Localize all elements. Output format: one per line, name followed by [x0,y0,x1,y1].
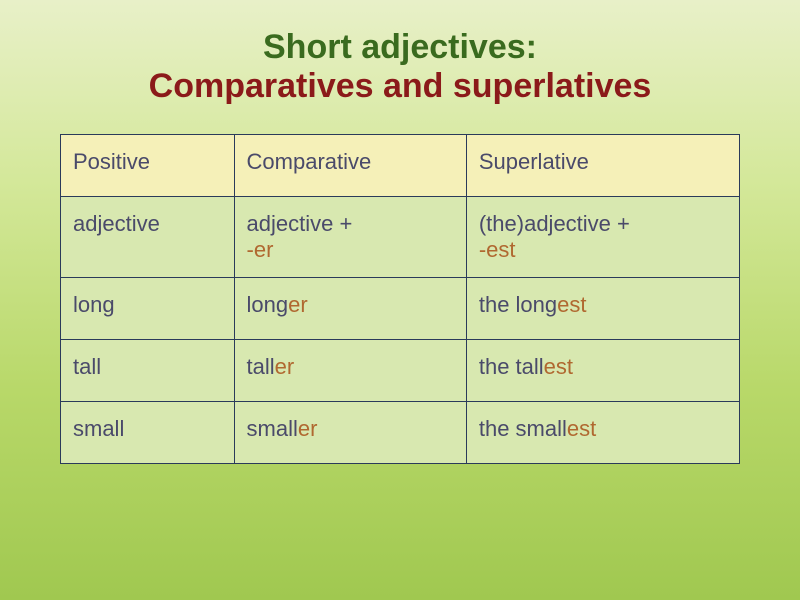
rule-positive: adjective [61,197,235,278]
table-row: long longer the longest [61,278,740,340]
col-superlative-header: Superlative [466,135,739,197]
comp-suffix: er [275,354,295,379]
rule-superlative: (the)adjective + -est [466,197,739,278]
cell-positive: long [61,278,235,340]
table-rule-row: adjective adjective + -er (the)adjective… [61,197,740,278]
comp-suffix: er [288,292,308,317]
comp-base: tall [247,354,275,379]
sup-pre: the [479,292,516,317]
sup-suffix: est [544,354,573,379]
cell-comparative: taller [234,340,466,402]
cell-superlative: the tallest [466,340,739,402]
slide-title: Short adjectives: Comparatives and super… [60,28,740,106]
table-header-row: Positive Comparative Superlative [61,135,740,197]
rule-comp-base: adjective + [247,211,353,236]
cell-comparative: longer [234,278,466,340]
cell-superlative: the smallest [466,402,739,464]
rule-sup-base: (the)adjective + [479,211,630,236]
cell-positive: small [61,402,235,464]
col-positive-header: Positive [61,135,235,197]
sup-pre: the [479,416,516,441]
rule-comp-suffix: -er [247,237,274,262]
sup-suffix: est [567,416,596,441]
sup-base: tall [516,354,544,379]
comp-base: long [247,292,289,317]
rule-comparative: adjective + -er [234,197,466,278]
title-line-2: Comparatives and superlatives [60,67,740,106]
cell-superlative: the longest [466,278,739,340]
col-comparative-header: Comparative [234,135,466,197]
slide-content: Short adjectives: Comparatives and super… [0,0,800,464]
comp-suffix: er [298,416,318,441]
sup-pre: the [479,354,516,379]
sup-base: long [516,292,558,317]
sup-suffix: est [557,292,586,317]
cell-positive: tall [61,340,235,402]
cell-comparative: smaller [234,402,466,464]
adjectives-table: Positive Comparative Superlative adjecti… [60,134,740,464]
rule-sup-suffix: -est [479,237,516,262]
table-row: tall taller the tallest [61,340,740,402]
table-row: small smaller the smallest [61,402,740,464]
comp-base: small [247,416,298,441]
sup-base: small [516,416,567,441]
title-line-1: Short adjectives: [60,28,740,67]
